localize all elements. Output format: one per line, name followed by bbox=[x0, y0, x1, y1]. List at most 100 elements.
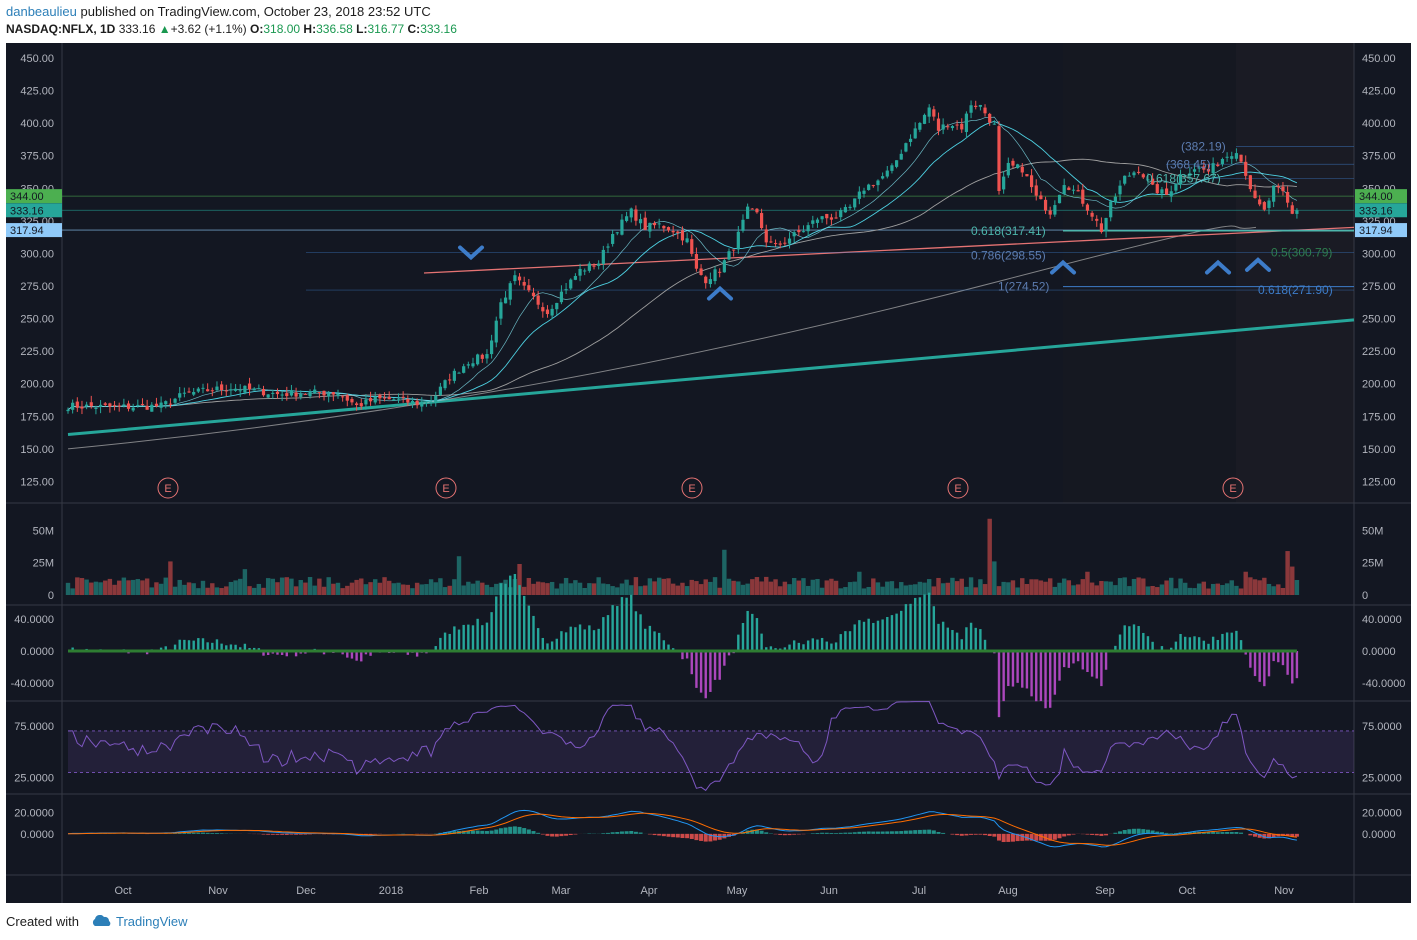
author-link[interactable]: danbeaulieu bbox=[6, 4, 77, 19]
candle-body bbox=[1016, 164, 1020, 169]
osc-bar bbox=[276, 651, 279, 655]
macd-hist-bar bbox=[787, 833, 792, 836]
candle-body bbox=[285, 393, 289, 397]
macd-hist-bar bbox=[610, 832, 615, 834]
candle-body bbox=[1006, 162, 1010, 176]
publish-text: published on TradingView.com, October 23… bbox=[80, 4, 431, 19]
price-label-right-2: 317.94 bbox=[1359, 225, 1393, 237]
candle-body bbox=[462, 366, 466, 373]
macd-hist-bar bbox=[987, 833, 992, 837]
macd-hist-bar bbox=[187, 832, 192, 834]
osc-bar bbox=[346, 651, 349, 658]
volume-bar bbox=[1085, 571, 1090, 595]
osc-tick-left-1: 0.0000 bbox=[20, 646, 54, 658]
candle-body bbox=[1011, 160, 1015, 166]
macd-hist-bar bbox=[182, 832, 187, 834]
volume-bar bbox=[698, 584, 704, 595]
candle-body bbox=[275, 391, 280, 395]
volume-bar bbox=[168, 561, 173, 595]
osc-bar bbox=[341, 651, 344, 655]
volume-bar bbox=[298, 579, 303, 595]
osc-bar bbox=[1211, 636, 1215, 651]
volume-bar bbox=[112, 584, 117, 595]
osc-bar bbox=[588, 625, 591, 651]
volume-bar bbox=[968, 577, 974, 595]
tradingview-logo-icon[interactable]: TradingView bbox=[91, 914, 188, 929]
macd-hist-bar bbox=[1090, 833, 1095, 835]
osc-bar bbox=[867, 618, 870, 651]
osc-bar bbox=[760, 633, 763, 651]
macd-hist-bar bbox=[838, 832, 843, 834]
tradingview-brand[interactable]: TradingView bbox=[116, 914, 188, 929]
candle-body bbox=[336, 393, 340, 397]
candle-body bbox=[890, 165, 894, 171]
candle-body bbox=[331, 392, 335, 395]
macd-hist-bar bbox=[1220, 832, 1225, 834]
macd-line bbox=[67, 809, 1297, 848]
candle-body bbox=[499, 302, 503, 319]
candle-body bbox=[480, 354, 484, 359]
osc-bar bbox=[532, 615, 535, 651]
macd-hist-bar bbox=[675, 833, 680, 838]
price-tick-left-10: 200.00 bbox=[20, 379, 54, 391]
osc-bar bbox=[1123, 625, 1126, 651]
candle-body bbox=[825, 213, 829, 219]
candle-body bbox=[671, 230, 675, 233]
time-tick-9: Jul bbox=[912, 885, 926, 897]
macd-hist-bar bbox=[699, 833, 704, 841]
candle-body bbox=[434, 395, 438, 403]
candle-body bbox=[280, 394, 284, 396]
osc-bar bbox=[820, 637, 824, 651]
osc-bar bbox=[1263, 651, 1266, 687]
osc-bar bbox=[1230, 632, 1233, 651]
candle-body bbox=[1197, 167, 1201, 169]
osc-bar bbox=[1151, 641, 1154, 651]
macd-hist-bar bbox=[661, 833, 666, 837]
osc-bar bbox=[550, 641, 554, 651]
volume-bar bbox=[885, 581, 890, 595]
volume-bar bbox=[1150, 585, 1155, 595]
volume-bar bbox=[894, 588, 899, 595]
volume-bar bbox=[666, 578, 671, 595]
macd-hist-bar bbox=[666, 833, 671, 837]
volume-bar bbox=[624, 579, 629, 595]
volume-bar bbox=[726, 578, 732, 595]
volume-bar bbox=[540, 582, 546, 595]
volume-bar bbox=[1089, 582, 1095, 595]
osc-bar bbox=[457, 629, 461, 651]
open-value: 318.00 bbox=[263, 22, 301, 36]
osc-bar bbox=[792, 640, 796, 651]
volume-bar bbox=[331, 583, 336, 595]
volume-bar bbox=[186, 582, 192, 595]
macd-hist-bar bbox=[834, 833, 839, 834]
volume-bar bbox=[554, 588, 559, 595]
volume-bar bbox=[191, 583, 196, 595]
candle-body bbox=[238, 390, 242, 392]
volume-bar bbox=[1257, 580, 1262, 595]
osc-bar bbox=[844, 631, 847, 651]
chart-svg[interactable]: 450.00 450.00 425.00 425.00 400.00 400.00 375.… bbox=[6, 43, 1411, 903]
candle-body bbox=[713, 269, 717, 282]
candle-body bbox=[140, 403, 145, 405]
volume-bar bbox=[93, 581, 99, 595]
fib-label-3: (382.19) bbox=[1181, 139, 1226, 153]
volume-bar bbox=[396, 582, 401, 595]
candle-body bbox=[648, 222, 652, 232]
osc-bar bbox=[518, 585, 521, 651]
osc-bar bbox=[197, 638, 200, 651]
volume-bar bbox=[1094, 585, 1099, 595]
osc-bar bbox=[1035, 651, 1038, 702]
macd-hist-bar bbox=[754, 829, 759, 834]
osc-bar bbox=[1188, 637, 1192, 651]
macd-hist-bar bbox=[1145, 829, 1150, 834]
macd-hist-bar bbox=[941, 832, 946, 834]
osc-bar bbox=[681, 651, 684, 660]
osc-bar bbox=[1146, 636, 1150, 651]
osc-bar bbox=[239, 647, 242, 651]
volume-bar bbox=[1001, 581, 1006, 595]
macd-hist-bar bbox=[875, 831, 880, 834]
osc-bar bbox=[201, 638, 205, 651]
osc-bar bbox=[1062, 651, 1066, 668]
chart-area[interactable]: 450.00 450.00 425.00 425.00 400.00 400.00 375.… bbox=[6, 43, 1411, 903]
candle-body bbox=[122, 404, 126, 406]
